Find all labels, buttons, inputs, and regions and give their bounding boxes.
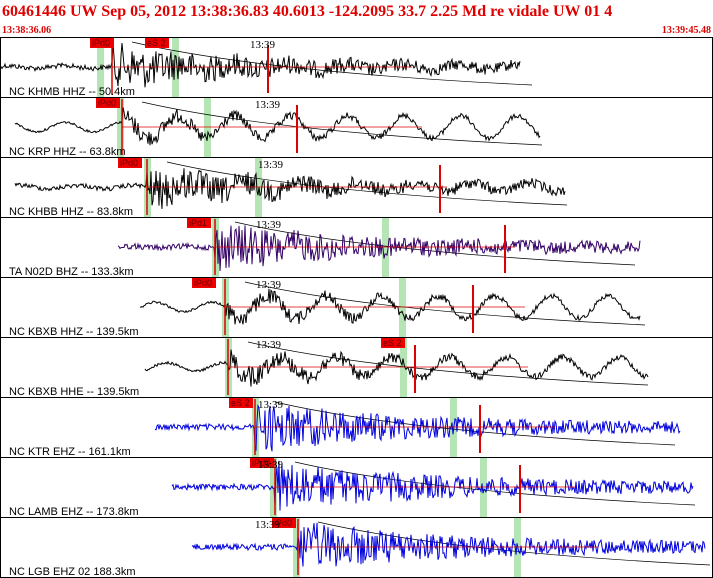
- travel-curve: [141, 101, 543, 146]
- waveform: [117, 225, 641, 272]
- station-label: NC KBXB HHZ -- 139.5km: [9, 326, 139, 338]
- event-header: 60461446 UW Sep 05, 2012 13:38:36.83 40.…: [2, 3, 612, 20]
- time-mark: 13:39: [258, 399, 284, 411]
- phase-window: [400, 338, 407, 397]
- phase-window: [204, 98, 211, 157]
- waveform: [14, 107, 541, 146]
- phase-window: [399, 278, 406, 337]
- station-label: NC KTR EHZ -- 161.1km: [9, 446, 131, 458]
- pick-box: [229, 398, 253, 408]
- pick-label: iPd0: [92, 38, 110, 48]
- phase-window: [270, 458, 277, 517]
- phase-window: [117, 98, 124, 157]
- pick-box: [192, 278, 216, 288]
- station-label: NC KHMB HHZ -- 50.4km: [9, 86, 135, 98]
- time-mark: 13:39: [255, 519, 281, 531]
- time-mark: 13:39: [258, 159, 284, 171]
- travel-curve: [244, 281, 646, 326]
- pick-label: iPd0: [120, 158, 138, 168]
- end-time: 13:39:45.48: [662, 25, 711, 36]
- pick-box: [272, 518, 296, 528]
- travel-curve: [317, 521, 711, 566]
- pick-box: [250, 458, 274, 468]
- pick-box: [145, 38, 169, 48]
- travel-curve: [166, 161, 568, 206]
- waveform: [171, 460, 694, 511]
- station-label: NC KHBB HHZ -- 83.8km: [9, 206, 133, 218]
- phase-window: [172, 38, 179, 97]
- phase-window: [293, 518, 300, 577]
- phase-window: [480, 458, 487, 517]
- time-mark: 13:39: [256, 279, 282, 291]
- pick-box: [187, 218, 211, 228]
- pick-label: iPd0: [98, 98, 116, 108]
- phase-window: [382, 218, 389, 277]
- station-label: NC LAMB EHZ -- 173.8km: [9, 506, 139, 518]
- time-mark: 13:39: [256, 219, 282, 231]
- waveform: [139, 288, 641, 325]
- waveform: [144, 349, 649, 387]
- station-label: NC KBXB HHE -- 139.5km: [9, 386, 139, 398]
- waveform: [14, 168, 566, 209]
- station-label: NC LGB EHZ 02 188.3km: [9, 566, 136, 578]
- station-label: TA N02D BHZ -- 133.3km: [9, 266, 134, 278]
- waveform: [0, 42, 521, 88]
- start-time: 13:38:36.06: [2, 25, 51, 36]
- time-mark: 13:39: [250, 39, 276, 51]
- pick-box: [90, 38, 114, 48]
- pick-label: iPd0: [252, 458, 270, 468]
- time-mark: 13:39: [255, 99, 281, 111]
- travel-curve: [247, 341, 649, 386]
- station-label: NC KRP HHZ -- 63.8km: [9, 146, 126, 158]
- travel-curve: [131, 41, 533, 86]
- pick-label: iPd0: [194, 278, 212, 288]
- pick-box: [118, 158, 142, 168]
- pick-label: eS 2: [147, 38, 166, 48]
- pick-label: iPd0: [274, 518, 292, 528]
- time-mark: 13:39: [256, 339, 282, 351]
- pick-label: eS 2: [383, 338, 402, 348]
- waveform: [191, 522, 706, 567]
- pick-label: eS 2: [231, 398, 250, 408]
- waveform: [154, 403, 681, 452]
- pick-box: [381, 338, 405, 348]
- pick-box: [96, 98, 120, 108]
- pick-label: iPd1: [189, 218, 207, 228]
- time-mark: 13:39: [258, 459, 284, 471]
